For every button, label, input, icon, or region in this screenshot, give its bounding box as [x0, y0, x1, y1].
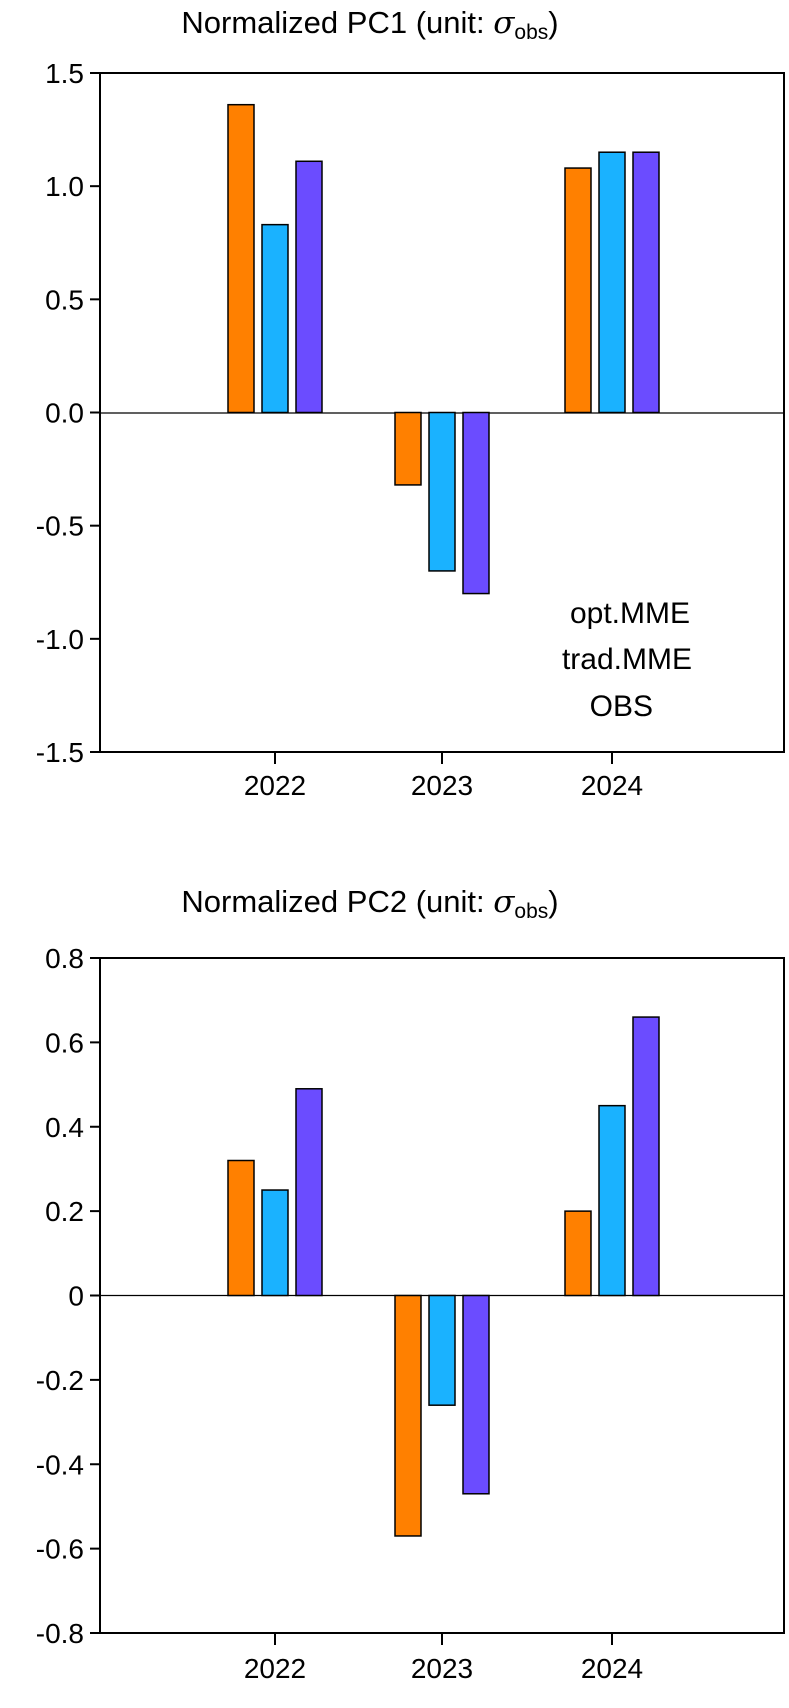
- x-tick-label: 2022: [244, 1653, 306, 1684]
- pc2-bars: [227, 1016, 660, 1537]
- y-tick-label: -1.5: [36, 737, 84, 768]
- x-tick-label: 2023: [411, 770, 473, 801]
- pc2-y-axis: -0.8 -0.6 -0.4 -0.2 0 0.2 0.4 0.6 0.8: [36, 943, 100, 1649]
- y-tick-label: 1.0: [45, 171, 84, 202]
- y-tick-label: 0.4: [45, 1112, 84, 1143]
- y-tick-label: 0: [68, 1281, 84, 1312]
- x-tick-label: 2024: [581, 770, 643, 801]
- bar-trad-mme-2022: [261, 223, 289, 414]
- pc1-bars: [227, 103, 660, 595]
- pc2-chart-title: Normalized PC2 (unit: σobs): [181, 884, 558, 923]
- pc1-y-axis: -1.5 -1.0 -0.5 0.0 0.5 1.0 1.5: [36, 58, 100, 768]
- bar-trad-mme-2024: [598, 151, 626, 414]
- y-tick-label: -1.0: [36, 624, 84, 655]
- bar-opt-mme-2023: [462, 411, 490, 595]
- y-tick-label: -0.2: [36, 1365, 84, 1396]
- y-tick-label: -0.6: [36, 1534, 84, 1565]
- y-tick-label: 0.5: [45, 284, 84, 315]
- bar-opt-mme-2023: [462, 1294, 490, 1495]
- y-tick-label: 0.8: [45, 943, 84, 974]
- legend-entry-trad-mme: trad.MME: [562, 643, 692, 676]
- bar-opt-mme-2024: [632, 151, 660, 414]
- y-tick-label: -0.5: [36, 511, 84, 542]
- pc1-legend: opt.MME trad.MME OBS: [562, 597, 692, 723]
- legend-entry-opt-mme: opt.MME: [570, 597, 690, 630]
- y-tick-label: 0.2: [45, 1196, 84, 1227]
- y-tick-label: -0.8: [36, 1618, 84, 1649]
- y-tick-label: 0.0: [45, 398, 84, 429]
- bar-obs-2022: [227, 103, 255, 414]
- pc1-chart: Normalized PC1 (unit: σobs) -1.5 -1.0 -0.5…: [36, 5, 785, 801]
- bar-trad-mme-2022: [261, 1189, 289, 1297]
- x-tick-label: 2023: [411, 1653, 473, 1684]
- y-tick-label: 1.5: [45, 58, 84, 89]
- legend-entry-obs: OBS: [590, 690, 653, 723]
- bar-trad-mme-2023: [428, 411, 456, 572]
- bar-obs-2024: [564, 1210, 592, 1297]
- pc1-chart-title: Normalized PC1 (unit: σobs): [181, 5, 558, 44]
- x-tick-label: 2024: [581, 1653, 643, 1684]
- bar-obs-2022: [227, 1159, 255, 1297]
- bar-opt-mme-2022: [295, 160, 323, 414]
- x-tick-label: 2022: [244, 770, 306, 801]
- pc2-chart: Normalized PC2 (unit: σobs) -0.8 -0.6 -0.4…: [36, 884, 785, 1684]
- bar-opt-mme-2024: [632, 1016, 660, 1297]
- bar-obs-2024: [564, 167, 592, 414]
- bar-trad-mme-2024: [598, 1104, 626, 1297]
- y-tick-label: 0.6: [45, 1027, 84, 1058]
- bar-trad-mme-2023: [428, 1294, 456, 1406]
- bar-opt-mme-2022: [295, 1088, 323, 1297]
- y-tick-label: -0.4: [36, 1449, 84, 1480]
- pc1-x-axis: 2022 2023 2024: [244, 752, 643, 801]
- pc2-x-axis: 2022 2023 2024: [244, 1633, 643, 1684]
- bar-obs-2023: [394, 1294, 422, 1537]
- bar-obs-2023: [394, 411, 422, 486]
